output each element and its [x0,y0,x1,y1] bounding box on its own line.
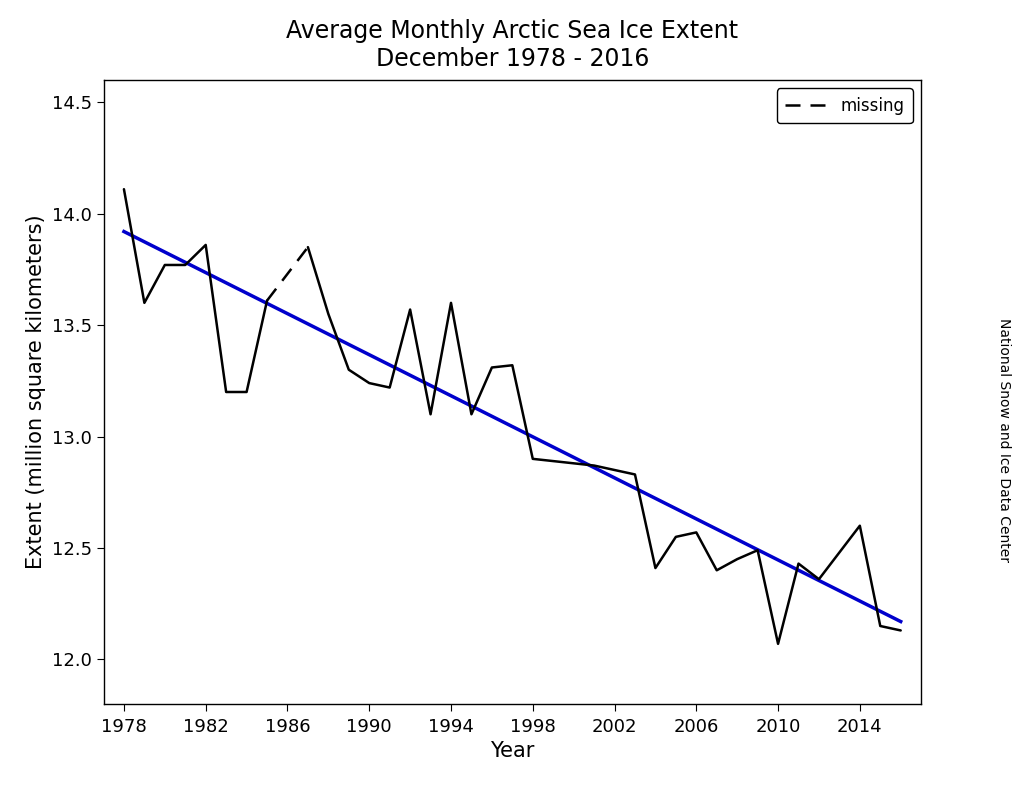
Text: National Snow and Ice Data Center: National Snow and Ice Data Center [997,318,1011,562]
Title: Average Monthly Arctic Sea Ice Extent
December 1978 - 2016: Average Monthly Arctic Sea Ice Extent De… [287,19,738,71]
Y-axis label: Extent (million square kilometers): Extent (million square kilometers) [26,214,46,570]
Legend: missing: missing [777,88,913,123]
X-axis label: Year: Year [491,742,534,762]
